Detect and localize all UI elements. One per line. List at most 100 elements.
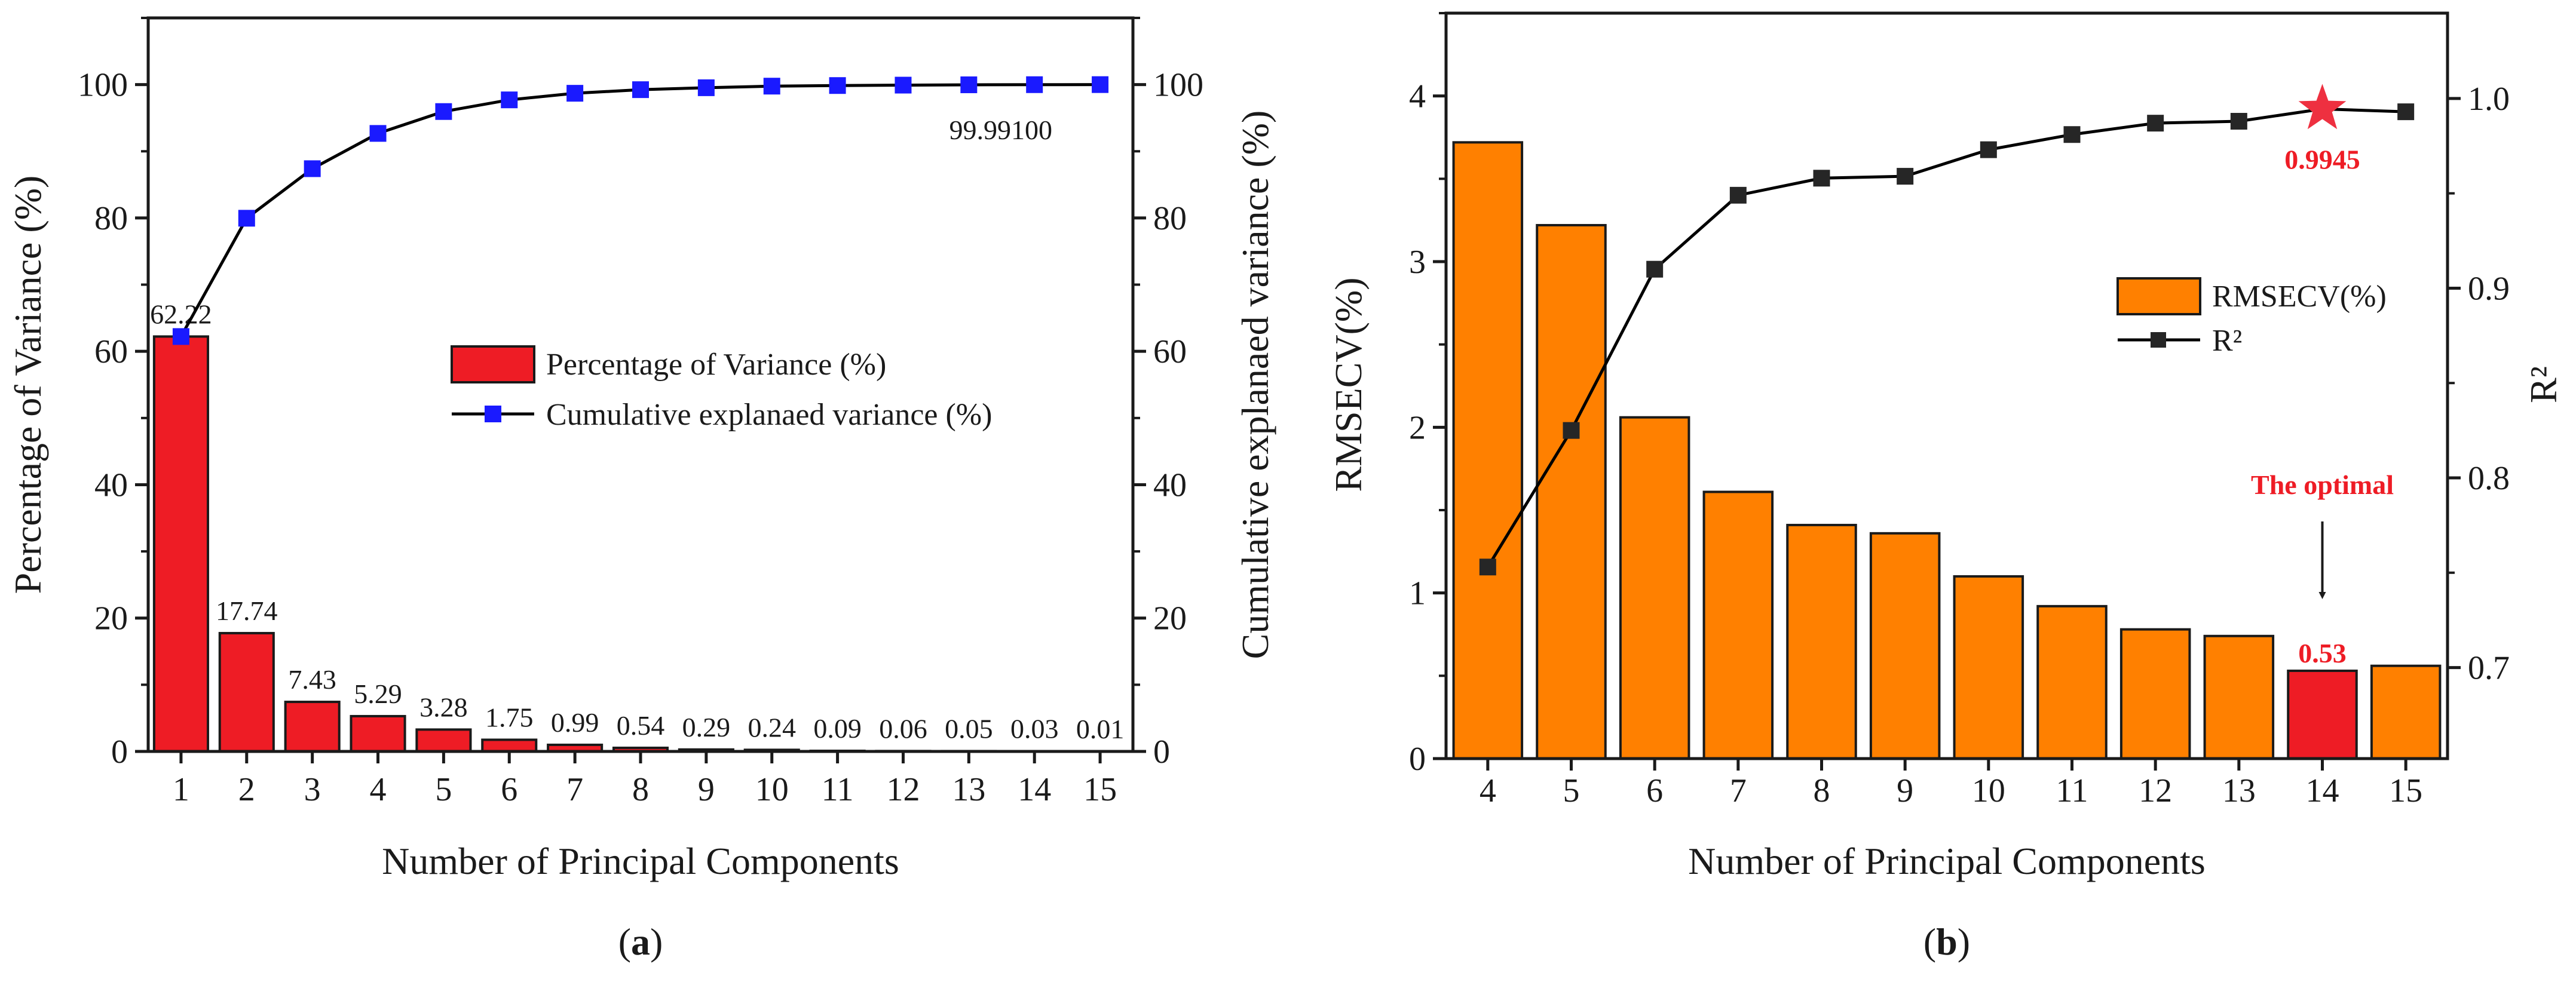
panel-a-bar [286, 702, 339, 751]
panel-b-r2-marker [2064, 126, 2081, 143]
panel-b-r2-marker [1563, 422, 1580, 439]
panel-b-legend-marker [2151, 332, 2166, 348]
panel-a-legend-marker [485, 406, 501, 422]
panel-b-y-tick-label: 2 [1409, 409, 1426, 446]
panel-a-legend-line-label: Cumulative explanaed variance (%) [546, 398, 992, 432]
panel-b-bar [2038, 606, 2106, 759]
panel-b-r2-marker [1897, 168, 1913, 185]
panel-a-y2-tick-label: 80 [1153, 200, 1187, 237]
panel-b-y2-tick-label: 0.7 [2468, 650, 2510, 687]
panel-b-optimal-annotation: The optimal [2251, 469, 2394, 500]
panel-a-cum-label-14: 99.99 [949, 115, 1012, 145]
panel-b-x-tick-label: 9 [1897, 772, 1913, 809]
panel-b-bar [2205, 636, 2274, 759]
panel-b-y2-axis-title: R² [2522, 366, 2565, 403]
panel-a-bar-value-label: 0.09 [813, 713, 862, 744]
panel-b-x-tick-label: 12 [2139, 772, 2172, 809]
panel-b-optimal-rmsecv-label: 0.53 [2298, 638, 2347, 668]
panel-a-x-axis-title: Number of Principal Components [382, 840, 899, 882]
panel-a-bar-value-label: 0.01 [1076, 714, 1125, 744]
panel-b-optimal-r2-label: 0.9945 [2284, 144, 2360, 174]
panel-a-legend: Percentage of Variance (%) Cumulative ex… [452, 346, 992, 432]
panel-a-bar-value-label: 0.06 [879, 713, 927, 744]
panel-a-bar-value-label: 62.22 [150, 299, 212, 329]
panel-a-y2-tick-label: 20 [1153, 600, 1187, 637]
panel-a-cumulative-marker [960, 76, 977, 93]
panel-a-cumulative-marker [829, 77, 846, 94]
panel-b-x-tick-label: 10 [1972, 772, 2005, 809]
panel-a-x-tick-label: 15 [1083, 771, 1117, 808]
panel-b-r2-marker [2397, 103, 2414, 120]
panel-b-x-tick-label: 4 [1480, 772, 1496, 809]
panel-b-legend-line-label: R² [2212, 324, 2242, 358]
panel-b-y2-tick-label: 1.0 [2468, 81, 2510, 118]
panel-a-y-tick-label: 100 [78, 67, 128, 104]
panel-a-cumulative-marker [764, 78, 780, 94]
panel-b-r2-marker [1814, 170, 1830, 186]
panel-b-r2-marker [1480, 558, 1496, 575]
panel-a-cumulative-marker [435, 103, 452, 120]
panel-a-x-tick-label: 2 [238, 771, 255, 808]
panel-a-bar-value-label: 1.75 [485, 702, 534, 732]
panel-a-cumulative-marker [632, 81, 649, 98]
panel-a-y2-tick-label: 60 [1153, 333, 1187, 370]
panel-b-bar [1537, 225, 1606, 759]
panel-b-y-tick-label: 3 [1409, 244, 1426, 281]
panel-b-x-tick-label: 6 [1646, 772, 1663, 809]
panel-b-legend-bar-swatch [2118, 278, 2200, 314]
panel-b-x-tick-label: 14 [2306, 772, 2339, 809]
panel-a-cumulative-marker [895, 77, 911, 94]
panel-a-x-tick-label: 3 [304, 771, 321, 808]
panel-a-x-tick-label: 10 [755, 771, 789, 808]
panel-a-y-tick-label: 40 [94, 467, 128, 504]
panel-b-legend-bar-label: RMSECV(%) [2212, 280, 2387, 314]
panel-b-y-tick-label: 0 [1409, 741, 1426, 778]
panel-b-x-tick-label: 11 [2056, 772, 2088, 809]
panel-b-y2-tick-label: 0.8 [2468, 460, 2510, 497]
panel-a-cumulative-marker [698, 79, 715, 96]
panel-a-bar-value-label: 7.43 [288, 664, 336, 695]
panel-a-y2-tick-label: 40 [1153, 467, 1187, 504]
panel-a-x-tick-label: 7 [566, 771, 583, 808]
panel-b-bar [1454, 142, 1523, 759]
panel-a-bar [482, 739, 536, 751]
panel-a-x-tick-label: 13 [952, 771, 985, 808]
panel-a-y-tick-label: 20 [94, 600, 128, 637]
panel-a-bar [154, 336, 208, 751]
panel-b-y2-tick-label: 0.9 [2468, 270, 2510, 307]
panel-a-bar-value-label: 0.24 [748, 712, 796, 742]
panel-a-y-tick-label: 0 [111, 734, 128, 771]
panel-b-r2-marker [1730, 187, 1747, 204]
panel-a-y2-tick-label: 100 [1153, 67, 1203, 104]
panel-b-r2-marker [1646, 261, 1663, 278]
panel-a-x-tick-label: 14 [1018, 771, 1051, 808]
panel-a-bar [416, 729, 470, 751]
panel-a-cumulative-marker [1026, 76, 1043, 93]
panel-a-cum-label-15: 100 [1011, 115, 1052, 145]
panel-b-bar [1871, 533, 1940, 759]
panel-b-label: (b) [1923, 920, 1970, 963]
panel-a-y-tick-label: 80 [94, 200, 128, 237]
panel-b-x-axis-title: Number of Principal Components [1688, 840, 2206, 882]
panel-a-bar-value-label: 0.03 [1010, 714, 1059, 744]
panel-b-bar [2121, 630, 2190, 759]
panel-a-x-tick-label: 5 [435, 771, 452, 808]
panel-a-cumulative-marker [238, 210, 255, 226]
panel-a-x-tick-label: 6 [501, 771, 517, 808]
panel-a-x-tick-label: 11 [822, 771, 854, 808]
panel-a-cumulative-marker [501, 91, 517, 108]
panel-a-y-axis-title: Percentage of Variance (%) [7, 176, 49, 594]
panel-b-y-tick-label: 4 [1409, 78, 1426, 115]
panel-a-y2-tick-label: 0 [1153, 734, 1170, 771]
panel-b-bar [1704, 492, 1773, 759]
panel-a-cumulative-marker [1092, 76, 1108, 93]
panel-b-legend: RMSECV(%) R² [2118, 278, 2387, 358]
panel-a-bar-value-label: 0.05 [945, 713, 993, 744]
panel-a-legend-bar-swatch [452, 346, 534, 382]
panel-b-r2-marker [2231, 113, 2247, 130]
panel-a-label: (a) [618, 920, 663, 963]
panel-b-bar [1621, 418, 1689, 759]
